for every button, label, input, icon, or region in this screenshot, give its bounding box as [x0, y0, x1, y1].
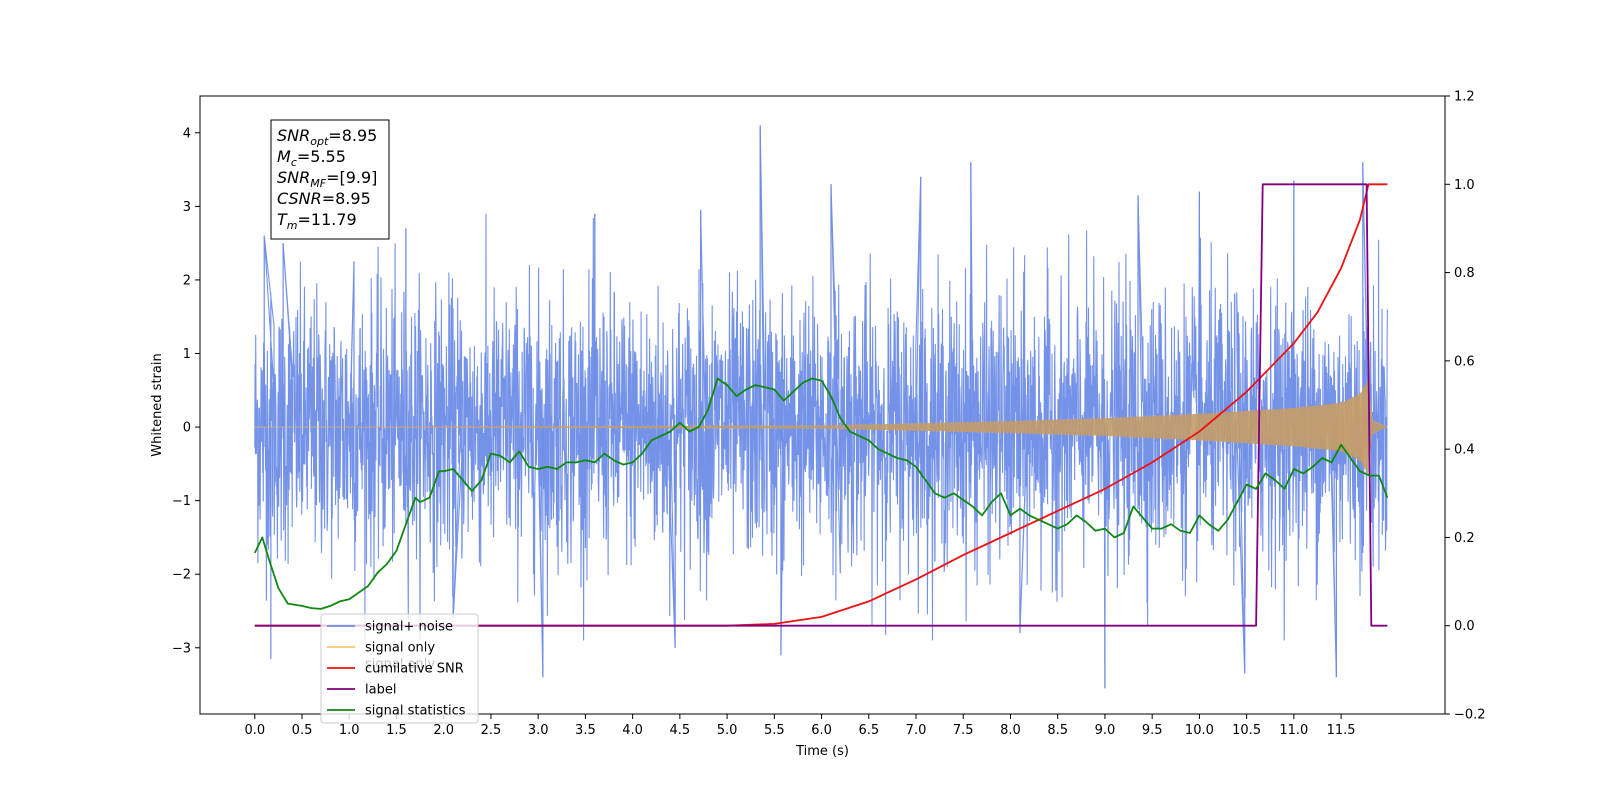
y-tick-label: 3 — [183, 200, 191, 215]
y2-tick-label: 0.0 — [1454, 619, 1475, 634]
x-tick-label: 11.5 — [1327, 723, 1356, 738]
x-tick-label: 7.0 — [906, 723, 927, 738]
cumulative-snr-line — [254, 183, 1388, 627]
x-tick-label: 1.0 — [339, 723, 360, 738]
y2-tick-label: −0.2 — [1454, 708, 1486, 723]
x-tick-label: 6.0 — [811, 723, 832, 738]
y2-tick-label: 1.2 — [1454, 90, 1475, 105]
y-tick-label: 4 — [183, 126, 191, 141]
annotation-line: SNRopt=8.95 — [277, 126, 377, 148]
x-tick-label: 9.5 — [1142, 723, 1163, 738]
y2-tick-label: 1.0 — [1454, 178, 1475, 193]
label-line — [254, 183, 1388, 627]
x-tick-label: 4.5 — [670, 723, 691, 738]
annotation-frame — [270, 119, 390, 240]
annotation-line: CSNR=8.95 — [277, 189, 371, 208]
legend-label: signal+ noise — [365, 620, 453, 635]
x-axis: 0.0 0.5 1.0 1.5 2.0 2.5 3.0 3.5 4.0 4.5 5.0 5.5 6.0 6… — [244, 714, 1356, 738]
plot-frame — [199, 95, 1446, 715]
x-tick-label: 11.0 — [1279, 723, 1308, 738]
x-tick-label: 3.5 — [575, 723, 596, 738]
y-axis-label: Whitened strain — [150, 353, 165, 456]
y-tick-label: −1 — [172, 494, 191, 509]
legend-hidden-entry: signal only — [365, 657, 435, 672]
annotation-line: SNRMF=[9.9] — [277, 168, 377, 190]
x-tick-label: 10.5 — [1232, 723, 1261, 738]
series-layer — [253, 125, 1389, 689]
y-tick-label: 2 — [183, 273, 191, 288]
y2-tick-label: 0.2 — [1454, 531, 1475, 546]
y-tick-label: −2 — [172, 568, 191, 583]
y2-tick-label: 0.6 — [1454, 354, 1475, 369]
x-tick-label: 4.0 — [622, 723, 643, 738]
x-axis-label: Time (s) — [795, 744, 849, 759]
y-axis-left: −3 −2 −1 0 1 2 3 4 — [172, 126, 200, 656]
x-tick-label: 2.0 — [433, 723, 454, 738]
y2-tick-label: 0.8 — [1454, 266, 1475, 281]
x-tick-label: 8.0 — [1000, 723, 1021, 738]
legend-label: signal only — [365, 641, 435, 656]
x-tick-label: 0.0 — [244, 723, 265, 738]
x-tick-label: 5.0 — [717, 723, 738, 738]
legend-frame — [320, 613, 479, 724]
x-tick-label: 9.0 — [1095, 723, 1116, 738]
legend-label: label — [365, 683, 396, 698]
y-tick-label: 0 — [183, 421, 191, 436]
x-tick-label: 1.5 — [386, 723, 407, 738]
legend-label: signal statistics — [365, 704, 466, 719]
x-tick-label: 2.5 — [481, 723, 502, 738]
signal-only-envelope — [254, 379, 1388, 475]
y-tick-label: −3 — [172, 641, 191, 656]
x-tick-label: 6.5 — [858, 723, 879, 738]
legend-label: cumilative SNR — [365, 662, 464, 677]
x-tick-label: 8.5 — [1047, 723, 1068, 738]
x-tick-label: 3.0 — [528, 723, 549, 738]
signal-statistics-line — [253, 377, 1389, 610]
annotation-line: Mc=5.55 — [277, 147, 346, 169]
x-tick-label: 5.5 — [764, 723, 785, 738]
annotation-line: Tm=11.79 — [277, 210, 357, 232]
y-tick-label: 1 — [183, 347, 191, 362]
x-tick-label: 10.0 — [1185, 723, 1214, 738]
y-axis-right: −0.2 0.0 0.2 0.4 0.6 0.8 1.0 1.2 — [1445, 90, 1486, 723]
y2-tick-label: 0.4 — [1454, 443, 1475, 458]
x-tick-label: 7.5 — [953, 723, 974, 738]
x-tick-label: 0.5 — [292, 723, 313, 738]
